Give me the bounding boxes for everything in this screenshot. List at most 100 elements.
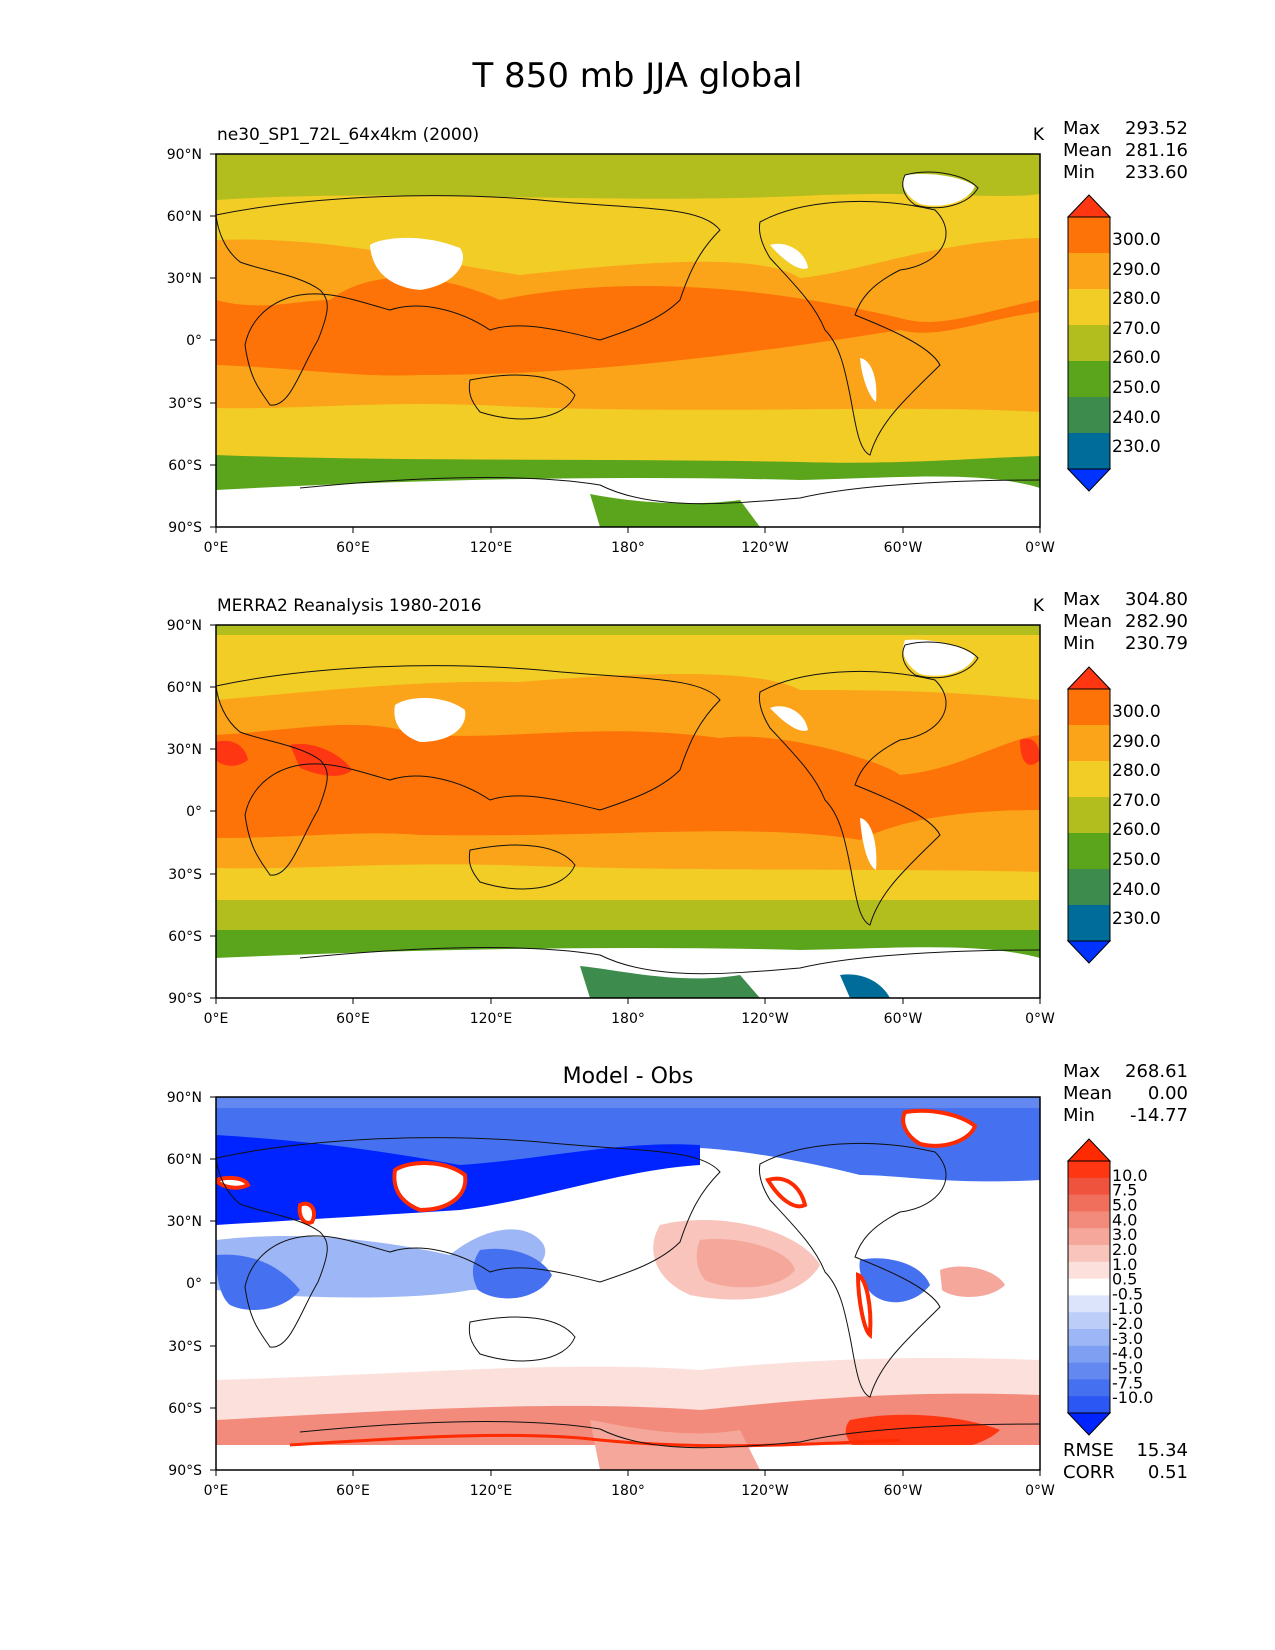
stat-value: 282.90	[1125, 611, 1188, 632]
metric-label: RMSE	[1063, 1440, 1114, 1461]
colorbar-tick-label: 280.0	[1112, 289, 1161, 309]
panel-diff-stats: Max 268.61 Mean 0.00 Min -14.77	[1063, 1061, 1188, 1126]
y-tick-label: 0°	[186, 804, 202, 820]
colorbar-tick-label: 7.5	[1112, 1181, 1137, 1200]
stat-label: Max	[1063, 1061, 1101, 1082]
y-tick-label: 60°N	[167, 680, 202, 696]
colorbar-tick-label: 230.0	[1112, 437, 1161, 457]
colorbar-tick-label: -4.0	[1112, 1344, 1143, 1363]
x-tick-label: 180°	[611, 1483, 645, 1499]
panel-model-map	[216, 154, 1040, 527]
colorbar-extend-max	[1066, 1138, 1112, 1162]
panel-diff-metrics: RMSE 15.34 CORR 0.51	[1063, 1440, 1188, 1483]
colorbar-tick-label: -7.5	[1112, 1373, 1143, 1392]
x-tick-label: 0°E	[204, 1483, 229, 1499]
colorbar-swatch	[1068, 217, 1110, 254]
panel-model-units: K	[1033, 125, 1045, 145]
y-tick-label: 0°	[186, 1276, 202, 1292]
x-tick-label: 120°E	[470, 540, 513, 556]
colorbar-tick-label: 280.0	[1112, 761, 1161, 781]
colorbar-tick-label: 290.0	[1112, 260, 1161, 280]
colorbar-tick-label: -5.0	[1112, 1359, 1143, 1378]
colorbar-extend-min	[1066, 468, 1112, 492]
stat-label: Mean	[1063, 140, 1112, 161]
stat-label: Mean	[1063, 611, 1112, 632]
colorbar-tick-label: 270.0	[1112, 319, 1161, 339]
colorbar-swatch	[1068, 761, 1110, 798]
colorbar-outline	[1067, 1160, 1111, 1414]
colorbar-tick-label: 1.0	[1112, 1255, 1137, 1274]
colorbar-swatch	[1068, 1177, 1110, 1196]
y-tick-label: 90°N	[167, 618, 202, 634]
panel-model-title: ne30_SP1_72L_64x4km (2000)	[217, 125, 479, 145]
colorbar-tick-label: -1.0	[1112, 1299, 1143, 1318]
x-tick-label: 60°W	[884, 1011, 923, 1027]
panel-obs: MERRA2 Reanalysis 1980-2016 K	[167, 589, 1188, 1027]
stat-label: Min	[1063, 162, 1095, 183]
colorbar-outline	[1067, 688, 1111, 942]
y-tick-label: 30°S	[168, 396, 202, 412]
colorbar-swatch	[1068, 1211, 1110, 1229]
colorbar-tick-label: 260.0	[1112, 820, 1161, 840]
colorbar-tick-label: 230.0	[1112, 909, 1161, 929]
colorbar-swatch	[1068, 253, 1110, 290]
y-tick-label: 90°N	[167, 1090, 202, 1106]
y-tick-label: 90°S	[168, 1463, 202, 1479]
colorbar-swatch	[1068, 1329, 1110, 1347]
y-tick-label: 60°S	[168, 929, 202, 945]
x-tick-label: 60°W	[884, 540, 923, 556]
stat-label: Min	[1063, 1105, 1095, 1126]
x-tick-label: 0°W	[1025, 540, 1055, 556]
panel-obs-coastlines	[216, 641, 1040, 975]
colorbar-swatch	[1068, 1345, 1110, 1364]
y-tick-label: 30°N	[167, 1214, 202, 1230]
stat-value: 304.80	[1125, 589, 1188, 610]
stat-label: Max	[1063, 589, 1101, 610]
x-tick-label: 60°W	[884, 1483, 923, 1499]
colorbar-swatch	[1068, 433, 1110, 470]
colorbar-extend-min	[1066, 1412, 1112, 1436]
stat-value: 230.79	[1125, 633, 1188, 654]
stat-value: 0.00	[1148, 1083, 1188, 1104]
colorbar-tick-label: 300.0	[1112, 702, 1161, 722]
y-tick-label: 60°N	[167, 1152, 202, 1168]
stat-value: 233.60	[1125, 162, 1188, 183]
colorbar-tick-label: -3.0	[1112, 1329, 1143, 1348]
x-tick-label: 60°E	[336, 1483, 370, 1499]
y-tick-label: 30°S	[168, 867, 202, 883]
y-tick-label: 30°S	[168, 1339, 202, 1355]
panel-diff-y-axis: 90°N 60°N 30°N 0° 30°S 60°S 90°S	[167, 1090, 216, 1479]
x-tick-label: 120°W	[741, 540, 789, 556]
page-title: T 850 mb JJA global	[472, 56, 803, 96]
x-tick-label: 0°W	[1025, 1011, 1055, 1027]
colorbar-tick-label: 0.5	[1112, 1270, 1137, 1289]
colorbar-tick-label: 10.0	[1112, 1166, 1148, 1185]
stat-value: -14.77	[1130, 1105, 1188, 1126]
colorbar-swatch	[1068, 289, 1110, 326]
colorbar-swatch	[1068, 1194, 1110, 1212]
x-tick-label: 120°W	[741, 1483, 789, 1499]
colorbar-swatch	[1068, 1295, 1110, 1313]
colorbar-swatch	[1068, 361, 1110, 398]
stat-label: Min	[1063, 633, 1095, 654]
colorbar-tick-label: 300.0	[1112, 230, 1161, 250]
colorbar-tick-label: 290.0	[1112, 732, 1161, 752]
y-tick-label: 30°N	[167, 271, 202, 287]
panel-model-coastlines	[216, 171, 1040, 505]
y-tick-label: 90°N	[167, 147, 202, 163]
colorbar-tick-label: 250.0	[1112, 850, 1161, 870]
panel-obs-map	[216, 625, 1040, 998]
colorbar-swatch	[1068, 797, 1110, 834]
colorbar-swatch	[1068, 689, 1110, 726]
y-tick-label: 60°S	[168, 458, 202, 474]
x-tick-label: 120°E	[470, 1483, 513, 1499]
x-tick-label: 180°	[611, 1011, 645, 1027]
colorbar-tick-label: -2.0	[1112, 1314, 1143, 1333]
panel-obs-units: K	[1033, 596, 1045, 616]
colorbar-swatch	[1068, 833, 1110, 870]
metric-value: 15.34	[1136, 1440, 1188, 1461]
colorbar-swatch	[1068, 1362, 1110, 1380]
y-tick-label: 30°N	[167, 742, 202, 758]
panel-model-colorbar: 300.0 290.0 280.0 270.0 260.0 250.0 240.…	[1066, 194, 1161, 492]
